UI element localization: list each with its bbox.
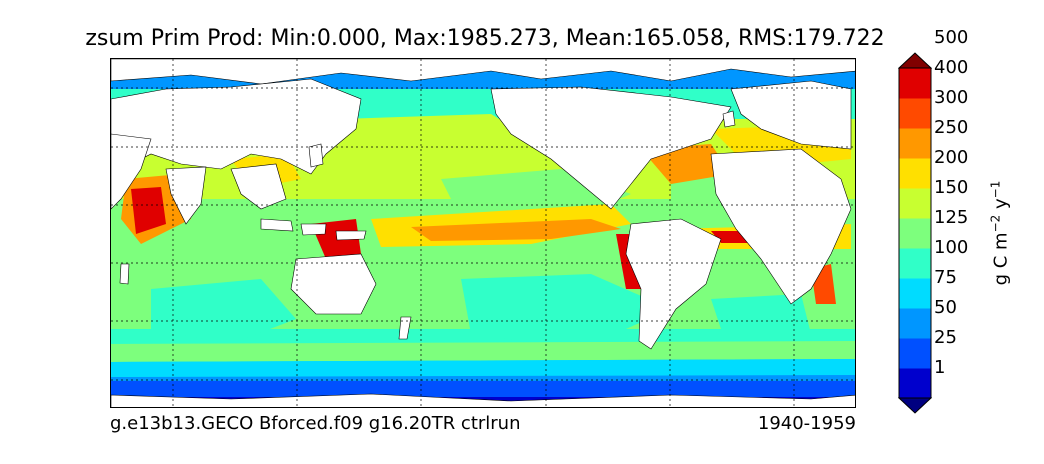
map-svg: [111, 59, 855, 407]
colorbar-tick-label: 150: [934, 177, 969, 198]
gridlines: [111, 59, 855, 407]
colorbar-extend-min: [898, 397, 932, 414]
colorbar-tick-label: 250: [934, 117, 969, 138]
colorbar-band: [899, 218, 931, 249]
peru-upwelling: [616, 234, 641, 289]
period-caption: 1940-1959: [757, 413, 856, 434]
new-zealand: [398, 316, 412, 340]
colorbar-tick-label: 50: [934, 297, 957, 318]
antarctica: [111, 393, 855, 407]
gyre-south-pacific: [461, 274, 671, 349]
australia: [290, 253, 377, 315]
colorbar-band: [899, 368, 931, 399]
colorbar-band: [899, 158, 931, 189]
land-masses: [111, 59, 855, 407]
colorbar-tick-label: 1: [934, 357, 946, 378]
colorbar-label: g C m−2 y−1: [988, 180, 1012, 286]
colorbar-extend-max: [898, 52, 932, 69]
arabian-sea-core: [131, 187, 166, 234]
madagascar: [119, 263, 130, 285]
colorbar: [898, 52, 932, 414]
colorbar-band: [899, 338, 931, 369]
equatorial-core-pacific: [411, 219, 621, 241]
colorbar-tick-label: 100: [934, 237, 969, 258]
map-plot-area: [110, 58, 856, 408]
north-america: [490, 86, 732, 210]
colorbar-tick-label: 400: [934, 57, 969, 78]
colorbar-band: [899, 308, 931, 339]
east-africa: [111, 133, 152, 210]
colorbar-band: [899, 98, 931, 129]
southern-ring-2: [111, 359, 855, 377]
run-caption: g.e13b13.GECO Bforced.f09 g16.20TR ctrlr…: [110, 413, 521, 434]
colorbar-tick-label: 25: [934, 327, 957, 348]
africa: [710, 148, 852, 305]
colorbar-band: [899, 128, 931, 159]
colorbar-band: [899, 68, 931, 99]
india: [165, 166, 207, 225]
se-asia: [230, 163, 287, 210]
british-isles: [722, 110, 736, 128]
sumatra: [260, 218, 294, 232]
europe: [730, 80, 852, 150]
colorbar-band: [899, 188, 931, 219]
chart-title: zsum Prim Prod: Min:0.000, Max:1985.273,…: [85, 26, 885, 51]
japan: [308, 143, 324, 168]
new-guinea: [335, 230, 367, 241]
southern-ring-1: [111, 341, 855, 362]
colorbar-band: [899, 278, 931, 309]
colorbar-tick-label: 500: [934, 27, 969, 48]
north-pacific-band: [341, 114, 531, 169]
borneo: [300, 223, 327, 236]
south-america: [625, 218, 722, 350]
colorbar-tick-label: 300: [934, 87, 969, 108]
colorbar-outline: [898, 67, 932, 399]
colorbar-tick-label: 125: [934, 207, 969, 228]
gyre-indian: [151, 279, 296, 344]
colorbar-band: [899, 248, 931, 279]
gyre-south-atlantic: [711, 294, 811, 349]
colorbar-tick-label: 75: [934, 267, 957, 288]
colorbar-tick-label: 200: [934, 147, 969, 168]
